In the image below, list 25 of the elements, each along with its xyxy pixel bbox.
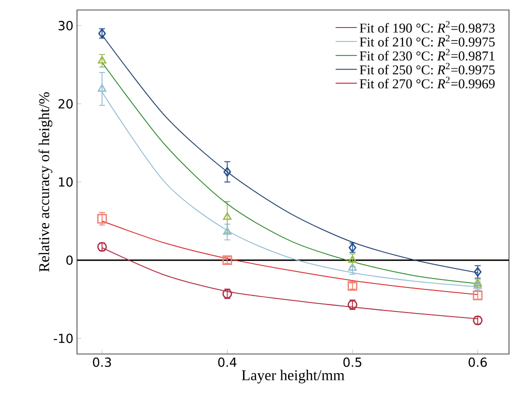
point (348, 255, 357, 263)
line-series (102, 220, 478, 296)
y-tick-label: 20 (58, 99, 73, 109)
y-tick-label: 30 (58, 20, 73, 30)
x-tick-label: 0.5 (343, 358, 362, 367)
point (222, 227, 232, 235)
legend-label: Fit of 250 °C: R$^{2}$=0.9975 (360, 62, 495, 74)
y-axis-title: Relative accuracy of height/% (38, 92, 52, 272)
legend-label: Fit of 270 °C: R$^{2}$=0.9969 (360, 76, 495, 88)
legend-label: Fit of 190 °C: R$^{2}$=0.9873 (360, 21, 495, 33)
point (98, 56, 106, 64)
point (348, 263, 357, 271)
legend-label: Fit of 230 °C: R$^{2}$=0.9871 (360, 48, 494, 61)
y-tick-label: -10 (54, 334, 73, 344)
legend-label: Fit of 210 °C: R$^{2}$=0.9975 (360, 34, 495, 47)
point (223, 167, 232, 177)
point (222, 212, 232, 220)
y-tick-label: 10 (59, 177, 73, 187)
point (474, 267, 482, 277)
x-axis-title: Layer height/mm (242, 370, 344, 384)
x-tick-label: 0.3 (92, 358, 111, 367)
x-tick-label: 0.6 (468, 358, 487, 367)
y-tick-label: 0 (66, 255, 73, 265)
x-tick-label: 0.4 (218, 358, 236, 367)
point (98, 84, 106, 92)
